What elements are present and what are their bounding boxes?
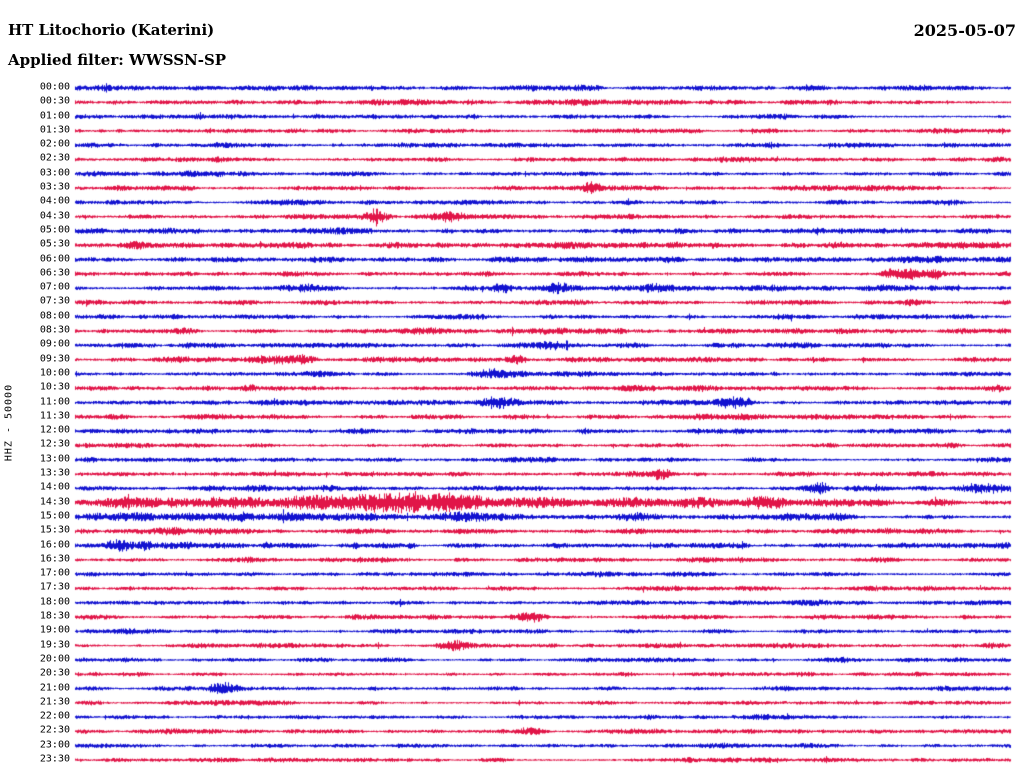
- time-label-07-30: 07:30: [39, 295, 70, 307]
- time-label-19-30: 19:30: [39, 639, 70, 651]
- applied-filter-label: Applied filter: WWSSN-SP: [8, 51, 227, 69]
- time-label-05-00: 05:00: [39, 224, 70, 236]
- time-label-06-30: 06:30: [39, 267, 70, 279]
- time-label-12-30: 12:30: [39, 438, 70, 450]
- time-label-13-30: 13:30: [39, 467, 70, 479]
- time-label-08-30: 08:30: [39, 324, 70, 336]
- time-label-22-30: 22:30: [39, 724, 70, 736]
- time-label-09-00: 09:00: [39, 338, 70, 350]
- time-label-04-00: 04:00: [39, 195, 70, 207]
- time-label-16-30: 16:30: [39, 553, 70, 565]
- time-label-09-30: 09:30: [39, 353, 70, 365]
- station-title: HT Litochorio (Katerini): [8, 21, 215, 39]
- time-label-14-30: 14:30: [39, 496, 70, 508]
- y-axis-channel-scale-label: HHZ - 50000: [3, 383, 15, 462]
- time-label-18-30: 18:30: [39, 610, 70, 622]
- time-label-07-00: 07:00: [39, 281, 70, 293]
- time-label-23-30: 23:30: [39, 753, 70, 765]
- time-label-02-30: 02:30: [39, 152, 70, 164]
- time-label-03-30: 03:30: [39, 181, 70, 193]
- time-label-15-30: 15:30: [39, 524, 70, 536]
- time-label-06-00: 06:00: [39, 253, 70, 265]
- time-label-20-30: 20:30: [39, 667, 70, 679]
- time-label-02-00: 02:00: [39, 138, 70, 150]
- time-label-03-00: 03:00: [39, 167, 70, 179]
- time-label-17-30: 17:30: [39, 581, 70, 593]
- time-label-15-00: 15:00: [39, 510, 70, 522]
- time-label-19-00: 19:00: [39, 624, 70, 636]
- time-label-04-30: 04:30: [39, 210, 70, 222]
- time-label-23-00: 23:00: [39, 739, 70, 751]
- time-label-18-00: 18:00: [39, 596, 70, 608]
- time-label-10-00: 10:00: [39, 367, 70, 379]
- date-label: 2025-05-07: [913, 21, 1016, 40]
- time-label-08-00: 08:00: [39, 310, 70, 322]
- time-label-21-30: 21:30: [39, 696, 70, 708]
- time-label-00-30: 00:30: [39, 95, 70, 107]
- time-label-21-00: 21:00: [39, 682, 70, 694]
- time-label-10-30: 10:30: [39, 381, 70, 393]
- time-label-12-00: 12:00: [39, 424, 70, 436]
- time-label-01-00: 01:00: [39, 110, 70, 122]
- time-label-00-00: 00:00: [39, 81, 70, 93]
- time-label-20-00: 20:00: [39, 653, 70, 665]
- time-label-13-00: 13:00: [39, 453, 70, 465]
- time-label-11-00: 11:00: [39, 396, 70, 408]
- time-label-01-30: 01:30: [39, 124, 70, 136]
- time-label-22-00: 22:00: [39, 710, 70, 722]
- time-label-17-00: 17:00: [39, 567, 70, 579]
- time-label-16-00: 16:00: [39, 539, 70, 551]
- time-label-11-30: 11:30: [39, 410, 70, 422]
- time-label-14-00: 14:00: [39, 481, 70, 493]
- time-label-05-30: 05:30: [39, 238, 70, 250]
